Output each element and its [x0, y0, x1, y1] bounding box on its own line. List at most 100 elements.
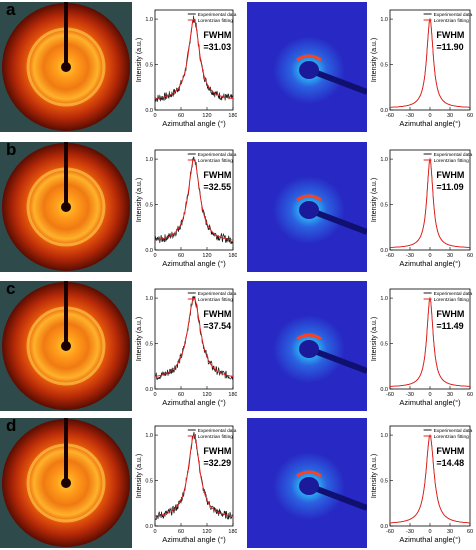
beamstop-arm — [307, 207, 367, 235]
beamstop-arm — [307, 67, 367, 95]
beamstop — [299, 61, 319, 79]
fwhm-label: FWHM — [436, 446, 464, 456]
series-fitting-line — [390, 17, 470, 108]
x-axis-label: Azimuthal angle(°) — [399, 535, 461, 544]
fwhm-value: =32.29 — [203, 458, 231, 468]
x-tick-label: -60 — [386, 113, 394, 119]
legend-label: Lorentzian fitting — [198, 297, 234, 303]
y-tick-label: 1.0 — [145, 157, 153, 163]
panel-row-a: a 0 60 120 180 0.0 0.5 1.0 Azimuthal angle (°) In… — [0, 0, 476, 133]
x-axis-label: Azimuthal angle(°) — [399, 259, 461, 268]
saxs-image — [247, 142, 367, 272]
waxs-image — [0, 142, 132, 272]
x-tick-label: -30 — [406, 392, 414, 398]
panel-row-c: c 0 60 120 180 0.0 0.5 1.0 Azimuthal angle (°) In… — [0, 279, 476, 412]
x-tick-label: 0 — [428, 529, 431, 535]
x-tick-label: 120 — [202, 392, 211, 398]
panel-row-b: b 0 60 120 180 0.0 0.5 1.0 Azimuthal angle (°) In… — [0, 140, 476, 273]
equatorial-streak — [296, 194, 322, 202]
saxs-image — [247, 281, 367, 411]
legend-label: Experimental data — [434, 152, 473, 158]
fwhm-label: FWHM — [203, 30, 231, 40]
waxs-image — [0, 418, 132, 548]
x-tick-label: 60 — [467, 253, 473, 259]
x-tick-label: 30 — [447, 253, 453, 259]
x-tick-label: 60 — [467, 392, 473, 398]
y-tick-label: 0.0 — [145, 248, 153, 254]
legend-label: Experimental data — [434, 428, 473, 434]
x-tick-label: 30 — [447, 529, 453, 535]
y-axis-label: Intensity (a.u.) — [371, 454, 378, 498]
x-tick-label: 180 — [228, 392, 237, 398]
x-tick-label: 120 — [202, 253, 211, 259]
legend-label: Lorentzian fitting — [198, 158, 234, 164]
fwhm-label: FWHM — [203, 446, 231, 456]
series-experimental-line — [154, 295, 234, 381]
series-fitting-line — [390, 157, 470, 248]
x-tick-label: 60 — [467, 113, 473, 119]
x-tick-label: 180 — [228, 529, 237, 535]
y-tick-label: 0.5 — [380, 203, 388, 209]
x-axis-label: Azimuthal angle (°) — [162, 398, 226, 407]
panel-label: b — [6, 140, 17, 159]
beamstop-arm — [307, 483, 367, 511]
y-tick-label: 0.0 — [380, 248, 388, 254]
fwhm-value: =37.54 — [203, 321, 231, 331]
y-axis-label: Intensity (a.u.) — [371, 38, 378, 82]
y-tick-label: 0.5 — [145, 203, 153, 209]
y-tick-label: 0.0 — [145, 108, 153, 114]
waxs-azimuthal-chart: 0 60 120 180 0.0 0.5 1.0 Azimuthal angle (°) Int… — [136, 425, 237, 544]
series-experimental-line — [154, 156, 234, 245]
series-fitting-line — [154, 158, 234, 241]
y-axis-label: Intensity (a.u.) — [371, 317, 378, 361]
x-tick-label: 0 — [428, 253, 431, 259]
fwhm-label: FWHM — [436, 30, 464, 40]
y-tick-label: 0.5 — [380, 342, 388, 348]
y-tick-label: 1.0 — [380, 17, 388, 23]
y-tick-label: 0.5 — [145, 63, 153, 69]
series-experimental-line — [154, 15, 234, 102]
y-axis-label: Intensity (a.u.) — [136, 317, 143, 361]
equatorial-streak — [296, 470, 322, 478]
fwhm-value: =32.55 — [203, 182, 231, 192]
plot-frame — [389, 288, 471, 390]
legend-label: Lorentzian fitting — [434, 434, 470, 440]
legend-label: Experimental data — [198, 12, 237, 18]
y-tick-label: 1.0 — [380, 157, 388, 163]
x-tick-label: 30 — [447, 392, 453, 398]
plot-frame — [389, 425, 471, 527]
panel-label: c — [6, 279, 16, 298]
y-tick-label: 1.0 — [145, 296, 153, 302]
fwhm-label: FWHM — [203, 309, 231, 319]
x-tick-label: -60 — [386, 392, 394, 398]
y-tick-label: 1.0 — [145, 17, 153, 23]
equatorial-streak — [296, 333, 322, 341]
beamstop — [61, 341, 71, 351]
x-tick-label: 60 — [178, 253, 184, 259]
x-tick-label: 0 — [153, 253, 156, 259]
y-tick-label: 0.5 — [380, 479, 388, 485]
x-axis-label: Azimuthal angle (°) — [162, 119, 226, 128]
equatorial-streak — [296, 54, 322, 62]
x-tick-label: 60 — [467, 529, 473, 535]
legend-label: Lorentzian fitting — [198, 18, 234, 24]
plot-frame — [389, 149, 471, 251]
y-axis-label: Intensity (a.u.) — [371, 178, 378, 222]
panel-label: d — [6, 416, 17, 435]
y-tick-label: 0.5 — [145, 479, 153, 485]
y-tick-label: 1.0 — [380, 433, 388, 439]
beamstop — [61, 478, 71, 488]
x-axis-label: Azimuthal angle(°) — [399, 119, 461, 128]
fwhm-label: FWHM — [203, 170, 231, 180]
x-axis-label: Azimuthal angle(°) — [399, 398, 461, 407]
x-tick-label: 0 — [153, 392, 156, 398]
fwhm-value: =11.49 — [436, 321, 463, 331]
waxs-azimuthal-chart: 0 60 120 180 0.0 0.5 1.0 Azimuthal angle (°) Int… — [136, 149, 237, 268]
x-axis-label: Azimuthal angle (°) — [162, 535, 226, 544]
saxs-image — [247, 2, 367, 132]
plot-frame — [154, 149, 234, 251]
legend-label: Experimental data — [198, 291, 237, 297]
fwhm-value: =11.09 — [436, 182, 463, 192]
series-fitting-line — [154, 297, 234, 377]
legend-label: Experimental data — [198, 152, 237, 158]
